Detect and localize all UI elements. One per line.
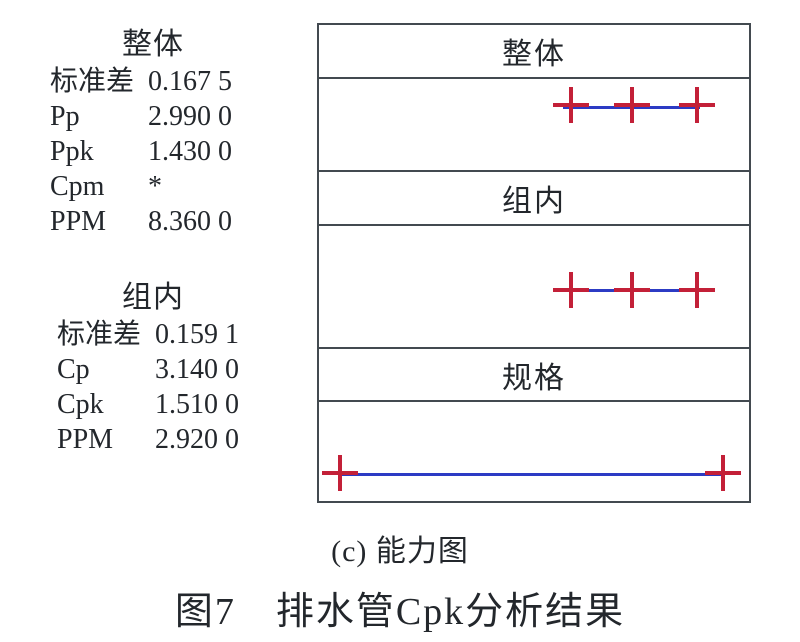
- panel-area-specs: [319, 402, 749, 501]
- interval-marker-cross-icon: [552, 272, 589, 309]
- panel-header-within: 组内: [319, 172, 749, 226]
- stat-row: Ppk 1.430 0: [50, 134, 260, 169]
- stats-within-block: 组内 标准差 0.159 1 Cp 3.140 0 Cpk 1.510 0 PP…: [57, 279, 267, 457]
- interval-marker-cross-icon: [705, 455, 742, 492]
- interval-marker-cross-icon: [678, 87, 715, 124]
- stat-value: 2.920 0: [155, 424, 239, 455]
- stat-value: 3.140 0: [155, 354, 239, 385]
- figure-title: 图7 排水管Cpk分析结果: [174, 591, 626, 633]
- interval-marker-cross-icon: [614, 87, 651, 124]
- stat-row: 标准差 0.159 1: [57, 317, 267, 352]
- stat-label: Ppk: [50, 136, 94, 167]
- stat-label: Cpm: [50, 171, 105, 202]
- panel-header-specs: 规格: [319, 349, 749, 402]
- subfigure-caption: (c) 能力图: [331, 535, 469, 568]
- stats-within-title: 组内: [122, 281, 184, 314]
- stat-value: 2.990 0: [148, 101, 232, 132]
- stat-label: 标准差: [57, 319, 142, 350]
- capability-chart: 整体 组内 规格: [317, 23, 751, 503]
- stat-value: 8.360 0: [148, 206, 232, 237]
- stat-value: 1.510 0: [155, 389, 239, 420]
- panel-header-overall: 整体: [319, 25, 749, 79]
- stat-row: Cpm *: [50, 169, 260, 204]
- stat-value: 0.159 1: [155, 319, 239, 350]
- interval-marker-cross-icon: [614, 272, 651, 309]
- stat-value: 0.167 5: [148, 66, 232, 97]
- stat-label: Cpk: [57, 389, 104, 420]
- panel-area-within: [319, 226, 749, 349]
- stat-label: Pp: [50, 101, 80, 132]
- stat-row: Pp 2.990 0: [50, 99, 260, 134]
- stats-overall-title: 整体: [122, 28, 184, 61]
- stat-row: PPM 2.920 0: [57, 422, 267, 457]
- stat-value: *: [148, 171, 162, 202]
- stat-row: Cp 3.140 0: [57, 352, 267, 387]
- stat-row: 标准差 0.167 5: [50, 64, 260, 99]
- interval-marker-cross-icon: [322, 455, 359, 492]
- stat-row: PPM 8.360 0: [50, 204, 260, 239]
- stat-row: Cpk 1.510 0: [57, 387, 267, 422]
- stat-label: 标准差: [50, 66, 135, 97]
- panel-area-overall: [319, 79, 749, 172]
- interval-marker-cross-icon: [678, 272, 715, 309]
- stat-label: PPM: [50, 206, 107, 237]
- stats-overall-block: 整体 标准差 0.167 5 Pp 2.990 0 Ppk 1.430 0 Cp…: [50, 26, 260, 239]
- interval-line: [341, 472, 722, 476]
- stat-label: PPM: [57, 424, 114, 455]
- stat-value: 1.430 0: [148, 136, 232, 167]
- stat-label: Cp: [57, 354, 90, 385]
- interval-marker-cross-icon: [552, 87, 589, 124]
